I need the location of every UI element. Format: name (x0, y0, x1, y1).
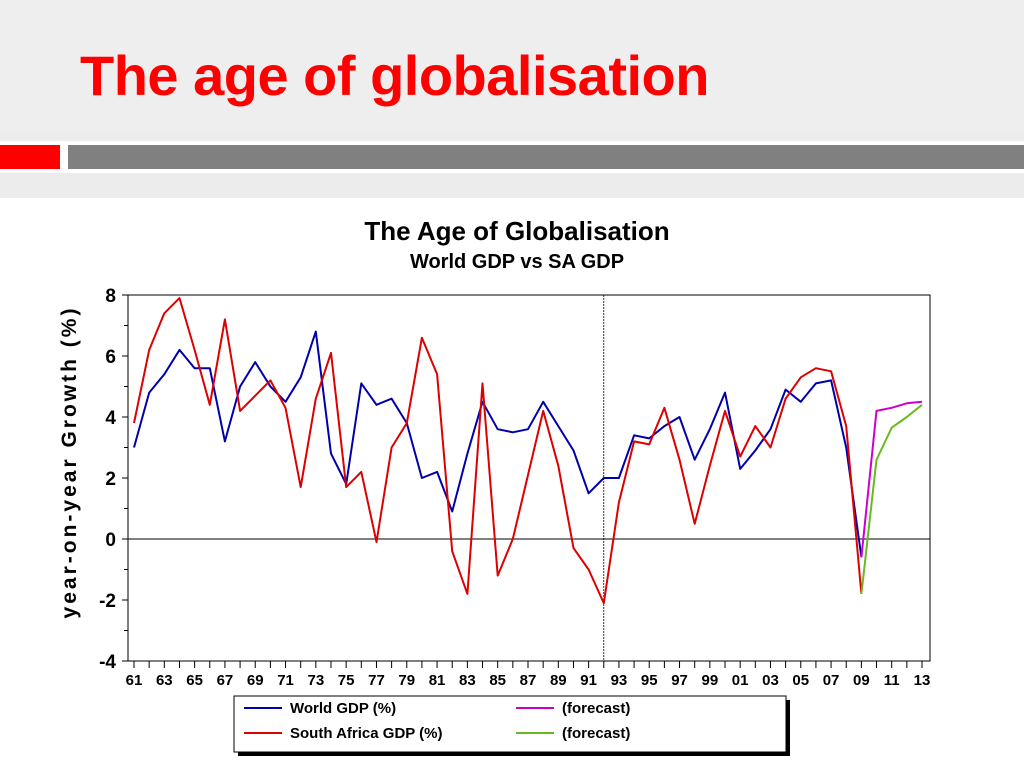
accent-gray-bar (68, 145, 1024, 169)
x-tick-label: 91 (580, 672, 597, 689)
series-line-3 (860, 404, 923, 595)
y-tick-label: -2 (99, 591, 116, 612)
legend-box (233, 695, 787, 753)
series-line-1 (860, 400, 923, 558)
x-tick-label: 05 (792, 672, 809, 689)
y-tick-label: -4 (99, 652, 116, 673)
x-tick-label: 95 (641, 672, 658, 689)
legend-label: (forecast) (562, 700, 630, 717)
slide-title: The age of globalisation (80, 44, 709, 107)
y-tick-label: 8 (105, 286, 116, 307)
x-tick-label: 81 (429, 672, 446, 689)
x-tick-label: 73 (308, 672, 325, 689)
x-tick-label: 65 (186, 672, 203, 689)
x-tick-label: 09 (853, 672, 870, 689)
x-tick-label: 75 (338, 672, 355, 689)
x-tick-label: 61 (126, 672, 143, 689)
x-tick-label: 11 (884, 672, 900, 689)
gdp-growth-chart: The Age of Globalisation World GDP vs SA… (58, 216, 931, 756)
x-tick-label: 85 (489, 672, 506, 689)
chart-subtitle: World GDP vs SA GDP (410, 251, 624, 273)
x-tick-label: 83 (459, 672, 476, 689)
series-line-0 (133, 330, 863, 558)
legend-label: (forecast) (562, 725, 630, 742)
slide-header (0, 0, 1024, 132)
y-tick-label: 2 (105, 469, 116, 490)
accent-red-block (0, 145, 60, 169)
x-tick-label: 01 (732, 672, 749, 689)
x-tick-label: 03 (762, 672, 779, 689)
y-tick-label: 6 (105, 347, 116, 368)
x-tick-label: 63 (156, 672, 173, 689)
x-tick-label: 77 (368, 672, 385, 689)
x-tick-label: 97 (671, 672, 688, 689)
series-line-2 (133, 297, 863, 605)
x-tick-label: 07 (823, 672, 840, 689)
chart-title: The Age of Globalisation (364, 216, 669, 246)
y-tick-label: 4 (105, 408, 116, 429)
x-tick-label: 89 (550, 672, 567, 689)
x-tick-label: 71 (277, 672, 294, 689)
x-tick-label: 99 (702, 672, 719, 689)
legend-label: South Africa GDP (%) (290, 725, 443, 742)
y-axis-label: year-on-year Growth (%) (58, 306, 81, 619)
y-tick-label: 0 (105, 530, 116, 551)
plot-area: -4 -2 0 2 4 6 8 61 63 65 67 69 71 73 75 77 79 81 83 85 87 89 9… (99, 286, 931, 689)
legend: World GDP (%) (forecast) South Africa GDP … (233, 695, 790, 756)
x-tick-label: 79 (398, 672, 415, 689)
x-tick-label: 13 (914, 672, 931, 689)
x-tick-label: 67 (217, 672, 234, 689)
x-tick-label: 87 (520, 672, 537, 689)
plot-frame (127, 294, 931, 662)
legend-label: World GDP (%) (290, 700, 396, 717)
x-tick-label: 93 (611, 672, 628, 689)
x-tick-label: 69 (247, 672, 264, 689)
